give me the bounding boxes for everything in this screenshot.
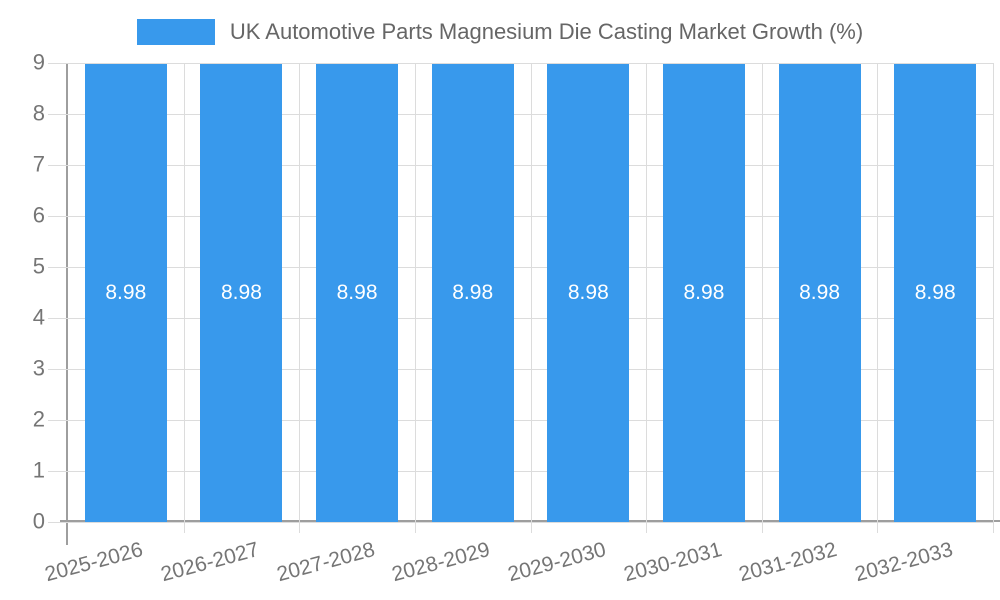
y-tick-mark (48, 63, 68, 64)
y-tick-mark (48, 522, 68, 523)
v-gridline (993, 63, 994, 522)
v-gridline (761, 63, 763, 522)
y-tick-label: 1 (32, 457, 45, 483)
bar[interactable]: 8.98 (200, 64, 283, 522)
v-gridline (183, 63, 185, 522)
v-gridline (530, 63, 532, 522)
y-tick-label: 2 (32, 406, 45, 432)
v-gridline (414, 63, 416, 522)
x-axis-line (60, 520, 1000, 522)
x-tick-label: 2030-2031 (620, 538, 724, 587)
x-tick-mark (414, 522, 416, 533)
x-tick-label: 2032-2033 (852, 538, 956, 587)
y-tick-label: 8 (32, 100, 45, 126)
y-tick-mark (48, 471, 68, 472)
chart-title: UK Automotive Parts Magnesium Die Castin… (229, 19, 864, 44)
x-tick-mark (299, 522, 301, 533)
bar-value-label: 8.98 (336, 281, 378, 305)
bar[interactable]: 8.98 (431, 64, 514, 522)
x-tick-label: 2026-2027 (158, 538, 262, 587)
x-tick-label: 2025-2026 (42, 538, 146, 587)
bar-value-label: 8.98 (799, 281, 840, 305)
v-gridline (299, 63, 301, 522)
bar-value-label: 8.98 (105, 281, 147, 305)
y-tick-label: 3 (32, 355, 45, 381)
x-tick-mark (993, 522, 994, 533)
x-tick-mark (877, 522, 879, 533)
y-tick-mark (48, 216, 68, 217)
bar-value-label: 8.98 (452, 281, 494, 305)
y-tick-label: 6 (32, 202, 45, 228)
x-tick-mark (761, 522, 763, 533)
x-tick-label: 2029-2030 (505, 538, 609, 587)
bar[interactable]: 8.98 (894, 64, 977, 522)
bar-value-label: 8.98 (567, 281, 609, 305)
y-tick-mark (48, 165, 68, 166)
x-tick-label: 2027-2028 (274, 538, 378, 587)
bar-value-label: 8.98 (221, 281, 262, 305)
y-tick-mark (48, 369, 68, 370)
plot-area: 0 1 2 3 4 5 6 7 8 9 8.98 2025-2026 8.98 2026-2027 8.98… (33, 51, 1000, 586)
y-tick-mark (48, 267, 68, 268)
bar[interactable]: 8.98 (316, 64, 399, 522)
bar[interactable]: 8.98 (778, 64, 861, 522)
bar[interactable]: 8.98 (662, 64, 745, 522)
y-tick-mark (48, 318, 68, 319)
y-tick-label: 5 (32, 253, 45, 279)
bar-value-label: 8.98 (914, 281, 956, 305)
x-tick-mark (646, 522, 648, 533)
y-tick-label: 0 (32, 508, 45, 534)
y-tick-label: 4 (32, 304, 45, 330)
v-gridline (877, 63, 879, 522)
y-tick-mark (48, 114, 68, 115)
bar[interactable]: 8.98 (547, 64, 630, 522)
x-tick-mark (530, 522, 532, 533)
y-axis-line (66, 63, 68, 545)
y-tick-label: 7 (32, 151, 45, 177)
chart-legend[interactable]: UK Automotive Parts Magnesium Die Castin… (0, 16, 1000, 48)
v-gridline (646, 63, 648, 522)
y-tick-label: 9 (32, 49, 45, 75)
x-tick-mark (183, 522, 185, 533)
x-tick-label: 2031-2032 (736, 538, 840, 587)
y-tick-mark (48, 420, 68, 421)
bar-value-label: 8.98 (683, 281, 725, 305)
bar[interactable]: 8.98 (84, 64, 167, 522)
legend-swatch (136, 19, 215, 45)
x-tick-label: 2028-2029 (389, 538, 493, 587)
